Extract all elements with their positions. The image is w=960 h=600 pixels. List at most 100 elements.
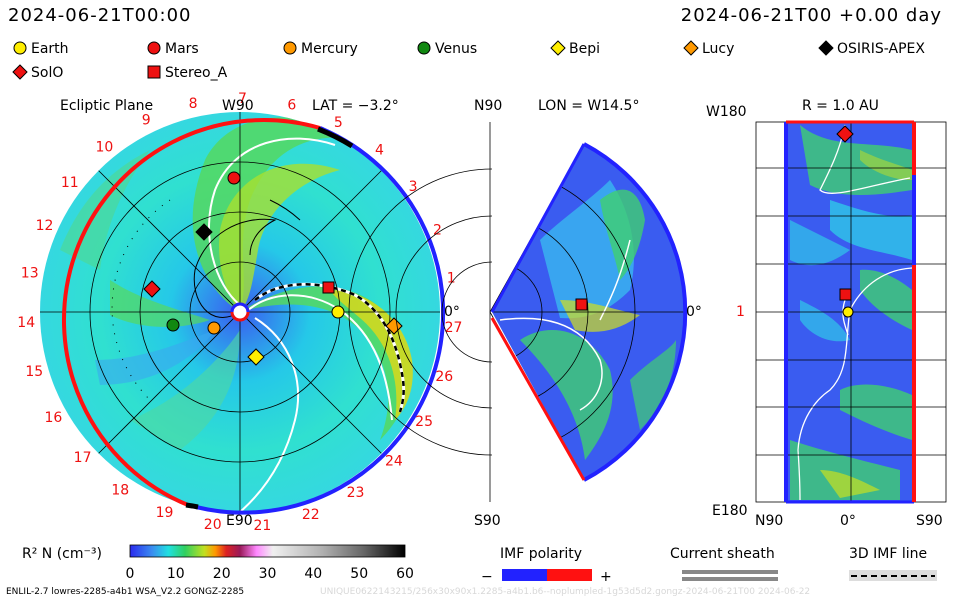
legend-label: SolO: [31, 65, 64, 81]
legend-label: Venus: [435, 41, 478, 57]
ecliptic-lat: LAT = −3.2°: [312, 98, 399, 114]
bepi-marker: [247, 348, 265, 366]
legend-item: Lucy: [683, 40, 734, 57]
venus-marker: [166, 318, 180, 332]
carrington-label: 27: [445, 320, 463, 336]
legend-label: Stereo_A: [165, 65, 228, 81]
legend-circle-icon: [283, 41, 297, 55]
stereo-a-meridional-marker: [575, 298, 588, 311]
carrington-label: 5: [334, 115, 343, 131]
carrington-label: 4: [375, 143, 384, 159]
legend-label: Bepi: [569, 41, 600, 57]
imf-line-key: 3D IMF line: [849, 546, 937, 581]
footer-left: ENLIL-2.7 lowres-2285-a4b1 WSA_V2.2 GONG…: [6, 587, 245, 597]
colorbar-tick-label: 10: [167, 566, 185, 582]
current-sheath-label: Current sheath: [670, 546, 775, 562]
legend-diamond-icon: [818, 40, 834, 56]
radial-panel: R = 1.0 AU W180 E180 1 N90 0° S90: [706, 98, 947, 529]
radial-x-label-n90: N90: [755, 513, 783, 529]
meridional-panel: N90 LON = W14.5° S90 0°: [348, 98, 702, 529]
carrington-label: 11: [61, 175, 79, 191]
stereo-a-radial-marker: [839, 288, 852, 301]
carrington-label: 23: [347, 485, 365, 501]
legend-diamond-icon: [12, 64, 28, 80]
legend-item: Mercury: [282, 40, 358, 57]
legend-circle-icon: [13, 41, 27, 55]
solo-marker: [143, 280, 161, 298]
radial-x-label-0: 0°: [840, 513, 856, 529]
imf-polarity-key: IMF polarity − +: [481, 546, 612, 585]
stereo-a-marker: [322, 281, 335, 294]
colorbar-tick-label: 60: [396, 566, 414, 582]
carrington-label: 17: [74, 450, 92, 466]
carrington-label: 19: [156, 505, 174, 521]
mars-marker: [227, 171, 241, 185]
radial-mid-label: 1: [736, 304, 745, 320]
carrington-label: 3: [409, 179, 418, 195]
legend-circle-icon: [417, 41, 431, 55]
colorbar-tick-label: 50: [350, 566, 368, 582]
datetime-left: 2024-06-21T00:00: [8, 5, 192, 26]
radial-top-label: W180: [706, 104, 747, 120]
colorbar-tick-label: 0: [126, 566, 135, 582]
solo-radial-marker: [836, 125, 854, 143]
legend-circle-icon: [147, 41, 161, 55]
carrington-label: 24: [385, 454, 403, 470]
colorbar-tick-label: 30: [259, 566, 277, 582]
carrington-label: 14: [17, 315, 35, 331]
radial-title: R = 1.0 AU: [802, 98, 879, 114]
carrington-label: 8: [189, 96, 198, 112]
legend-item: Mars: [146, 40, 199, 57]
colorbar: R² N (cm⁻³) 0 10 20 30 40 50 60: [22, 544, 414, 582]
carrington-label: 7: [238, 91, 247, 107]
carrington-label: 10: [95, 140, 113, 156]
legend-item: Bepi: [550, 40, 600, 57]
legend-item: OSIRIS-APEX: [818, 40, 925, 57]
current-sheath-key: Current sheath: [670, 546, 778, 581]
legend-item: Stereo_A: [146, 64, 227, 81]
carrington-label: 2: [433, 223, 442, 239]
legend-item: Earth: [12, 40, 69, 57]
ecliptic-right-label: 0°: [444, 304, 460, 320]
meridional-top-label: N90: [474, 98, 502, 114]
legend-label: Mars: [165, 41, 199, 57]
legend-label: Lucy: [702, 41, 735, 57]
osiris-apex-marker: [195, 223, 213, 241]
carrington-label: 25: [415, 414, 433, 430]
carrington-label: 6: [287, 97, 296, 113]
legend-diamond-icon: [683, 40, 699, 56]
carrington-label: 20: [204, 517, 222, 533]
carrington-label: 22: [302, 507, 320, 523]
polarity-minus: −: [481, 569, 493, 585]
legend-item: Venus: [416, 40, 477, 57]
carrington-label: 21: [253, 518, 271, 534]
legend-label: Mercury: [301, 41, 358, 57]
colorbar-tick-label: 20: [213, 566, 231, 582]
legend-label: OSIRIS-APEX: [837, 41, 925, 57]
radial-bottom-label: E180: [712, 503, 748, 519]
legend-square-icon: [147, 65, 161, 79]
carrington-label: 16: [44, 410, 62, 426]
colorbar-label: R² N (cm⁻³): [22, 546, 102, 562]
ecliptic-top-label: W90: [222, 98, 254, 114]
datetime-right: 2024-06-21T00 +0.00 day: [680, 5, 942, 26]
mercury-marker: [207, 321, 221, 335]
imf-line-label: 3D IMF line: [849, 546, 927, 562]
earth-marker: [331, 305, 345, 319]
carrington-label: 18: [111, 482, 129, 498]
carrington-label: 12: [36, 218, 54, 234]
earth-radial-marker: [842, 306, 854, 318]
imf-polarity-label: IMF polarity: [500, 546, 582, 562]
ecliptic-bottom-label: E90: [226, 513, 253, 529]
footer-right: UNIQUE0622143215/256x30x90x1.2285-a4b1.b…: [320, 587, 811, 597]
meridional-bottom-label: S90: [474, 513, 501, 529]
legend-diamond-icon: [550, 40, 566, 56]
colorbar-tick-label: 40: [304, 566, 322, 582]
carrington-label: 13: [21, 265, 39, 281]
radial-x-label-s90: S90: [916, 513, 943, 529]
carrington-label: 1: [447, 270, 456, 286]
ecliptic-title: Ecliptic Plane: [60, 98, 153, 114]
meridional-lon: LON = W14.5°: [538, 98, 639, 114]
